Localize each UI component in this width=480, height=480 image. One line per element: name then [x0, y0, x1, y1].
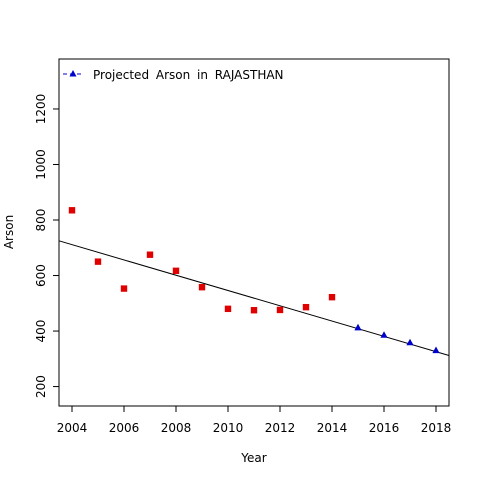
observed-point — [328, 293, 336, 301]
legend-triangle-icon — [69, 70, 77, 77]
observed-point — [94, 258, 102, 265]
observed-points — [68, 207, 336, 314]
y-tick-label: 600 — [34, 264, 48, 287]
x-axis-label: Year — [240, 451, 266, 465]
y-axis: 200 400 600 800 1000 1200 — [34, 94, 60, 398]
observed-point — [224, 305, 232, 313]
x-tick-label: 2016 — [369, 421, 400, 435]
observed-point — [302, 303, 310, 311]
projected-point — [354, 323, 362, 331]
trend-line-group — [58, 240, 450, 356]
y-tick-label: 1200 — [34, 94, 48, 125]
x-tick-label: 2010 — [213, 421, 244, 435]
y-tick-label: 800 — [34, 209, 48, 232]
legend: Projected Arson in RAJASTHAN — [63, 68, 284, 82]
projected-point — [432, 346, 440, 354]
observed-point — [146, 251, 154, 258]
trend-line — [58, 240, 450, 356]
plot-frame — [58, 58, 450, 407]
legend-entry: Projected Arson in RAJASTHAN — [93, 68, 284, 82]
x-tick-label: 2006 — [109, 421, 140, 435]
x-tick-label: 2012 — [265, 421, 296, 435]
x-tick-label: 2014 — [317, 421, 348, 435]
y-tick-label: 400 — [34, 320, 48, 343]
observed-point — [68, 207, 76, 214]
projected-point — [380, 331, 388, 338]
observed-point — [198, 283, 206, 291]
observed-point — [250, 307, 258, 314]
x-tick-label: 2004 — [57, 421, 88, 435]
y-tick-label: 200 — [34, 375, 48, 398]
y-tick-label: 1000 — [34, 149, 48, 180]
observed-point — [276, 306, 284, 314]
y-axis-label: Arson — [2, 215, 16, 249]
x-axis: 2004 2006 2008 2010 2012 2014 2016 2018 — [57, 405, 452, 435]
x-tick-label: 2018 — [421, 421, 452, 435]
x-tick-label: 2008 — [161, 421, 192, 435]
projected-points — [354, 323, 440, 354]
observed-point — [120, 285, 128, 292]
projected-point — [406, 338, 414, 346]
observed-point — [172, 267, 180, 275]
